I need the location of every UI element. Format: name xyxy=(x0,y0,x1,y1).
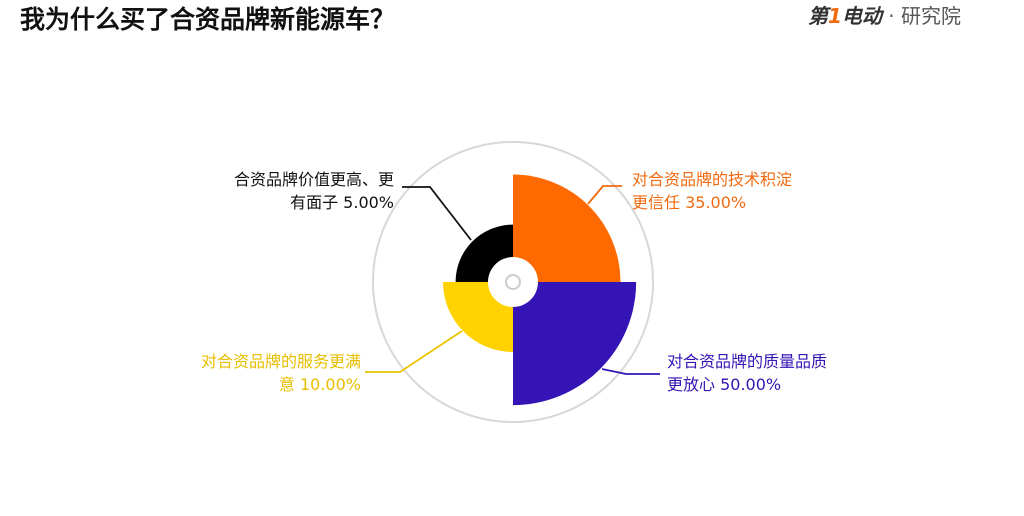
label-line2: 更信任 xyxy=(632,193,681,212)
outer-ring xyxy=(372,141,654,423)
leader-line xyxy=(402,186,472,241)
label-line1: 对合资品牌的服务更满 xyxy=(200,352,361,371)
label-line1: 对合资品牌的技术积淀 xyxy=(632,170,793,189)
page-title: 我为什么买了合资品牌新能源车？ xyxy=(20,5,396,34)
logo-brand: 第1电动 xyxy=(808,4,882,28)
pct-label: 10.00% xyxy=(299,375,361,394)
center-hole xyxy=(488,257,538,307)
label-line2: 意 xyxy=(278,375,295,394)
leader-line xyxy=(601,368,660,375)
slice-label-value: 合资品牌价值更高、更 有面子 5.00% xyxy=(234,168,394,214)
leader-line xyxy=(365,330,463,373)
slice-label-quality: 对合资品牌的质量品质 更放心 50.00% xyxy=(667,350,827,396)
pct-label: 5.00% xyxy=(343,193,394,212)
label-line1: 对合资品牌的质量品质 xyxy=(667,352,828,371)
label-line2: 更放心 xyxy=(667,375,716,394)
pct-label: 35.00% xyxy=(685,193,747,212)
center-dot xyxy=(505,274,521,290)
leader-line xyxy=(587,185,622,205)
label-line1: 合资品牌价值更高、更 xyxy=(233,170,394,189)
slice-label-service: 对合资品牌的服务更满 意 10.00% xyxy=(201,350,361,396)
slice-label-tech: 对合资品牌的技术积淀 更信任 35.00% xyxy=(632,168,792,214)
logo-suffix: · 研究院 xyxy=(888,4,961,28)
rose-slice xyxy=(513,282,637,406)
label-line2: 有面子 xyxy=(290,193,339,212)
logo: 第1电动 · 研究院 xyxy=(808,0,961,29)
rose-slice xyxy=(513,174,621,282)
pct-label: 50.00% xyxy=(720,375,782,394)
